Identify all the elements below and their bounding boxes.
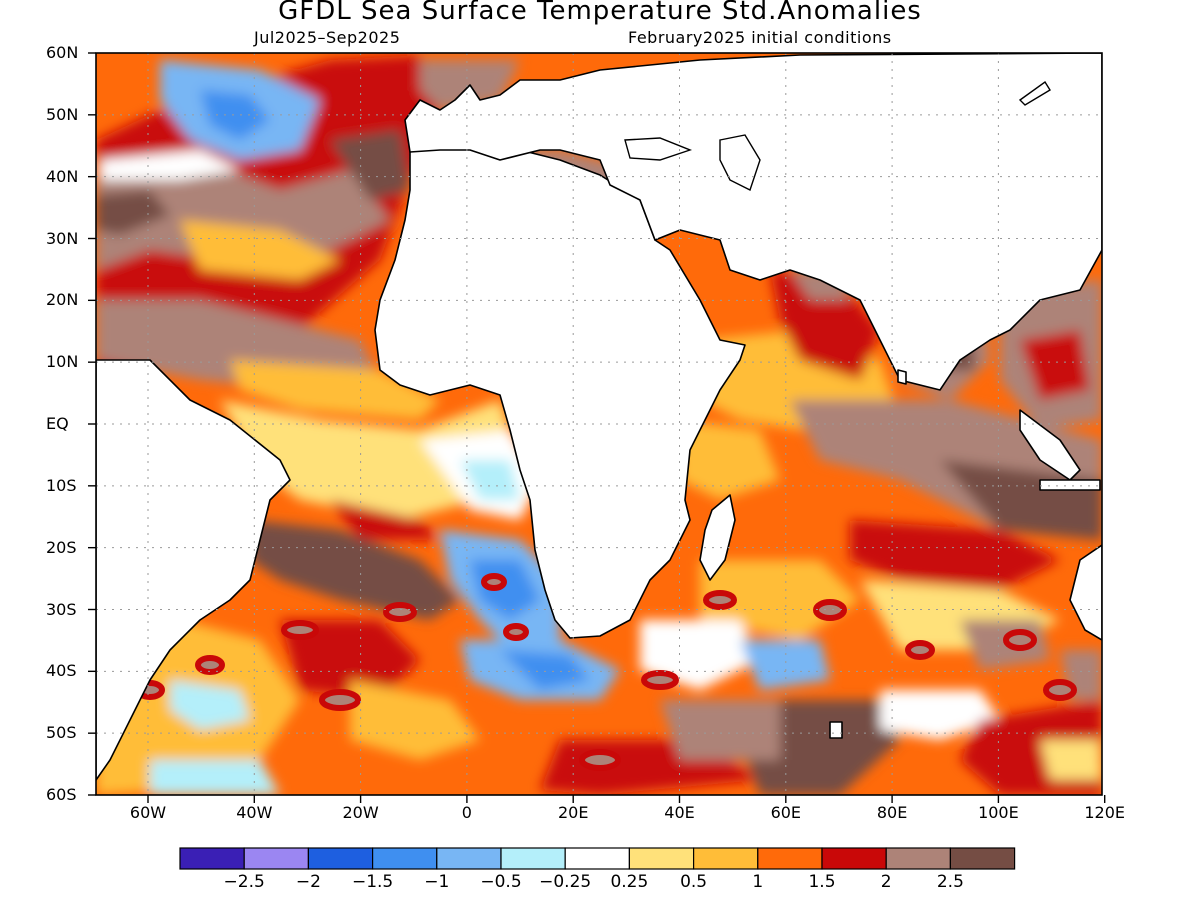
longitude-label: 60W: [129, 803, 167, 822]
latitude-label: 30N: [46, 228, 79, 248]
latitude-label: 20S: [46, 537, 77, 557]
axis-ticks: [88, 52, 1106, 803]
latitude-label: 40N: [46, 166, 79, 186]
colorbar-swatch: [500, 847, 566, 870]
longitude-label: 20W: [342, 803, 379, 822]
map-title: GFDL Sea Surface Temperature Std.Anomali…: [278, 0, 922, 26]
latitude-label: 60S: [46, 785, 77, 804]
colorbar-label: −0.5: [480, 872, 522, 892]
colorbar-swatch: [821, 847, 887, 870]
colorbar-label: −2.5: [223, 872, 265, 892]
colorbar-swatch: [564, 847, 631, 870]
colorbar-swatch: [628, 847, 695, 870]
forecast-period: Jul2025–Sep2025: [254, 28, 401, 47]
colorbar-swatch: [307, 847, 374, 870]
latitude-label: 30S: [46, 599, 77, 619]
colorbar-swatch: [436, 847, 502, 870]
longitude-label: 40W: [236, 803, 273, 822]
latitude-label: 10S: [46, 475, 77, 495]
colorbar-label: −0.25: [539, 872, 592, 892]
longitude-label: 40E: [664, 803, 695, 822]
colorbar-label: 2: [880, 872, 892, 892]
colorbar-label: −2: [295, 872, 321, 892]
colorbar-label: −1.5: [351, 872, 394, 892]
colorbar-label: 1: [752, 872, 764, 892]
colorbar-label: 0.25: [610, 872, 649, 892]
colorbar-label: 0.5: [680, 872, 708, 892]
colorbar-label: 1.5: [808, 872, 836, 892]
colorbar-swatch: [757, 847, 823, 870]
colorbar-swatch: [949, 847, 1016, 870]
land-masses: [96, 53, 1102, 781]
latitude-label: 60N: [46, 43, 79, 62]
latitude-label: 10N: [46, 352, 79, 372]
latitude-label: 50N: [46, 104, 79, 124]
latitude-label: 40S: [46, 661, 77, 681]
colorbar-swatch: [372, 847, 438, 870]
longitude-label: 100E: [978, 803, 1019, 822]
colorbar-label: −1: [424, 872, 450, 892]
colorbar-swatch: [179, 847, 245, 870]
longitude-label: 120E: [1084, 803, 1126, 822]
colorbar-swatch: [243, 847, 309, 870]
longitude-label: 60E: [770, 803, 802, 822]
longitude-label: 0: [461, 803, 472, 822]
latitude-label: 20N: [46, 290, 79, 310]
longitude-label: 80E: [876, 803, 908, 822]
ocean-field: [96, 53, 1102, 795]
longitude-label: 20E: [557, 803, 589, 822]
colorbar-swatch: [692, 847, 759, 870]
latitude-label: EQ: [46, 414, 69, 433]
latitude-label: 50S: [46, 723, 77, 743]
initial-conditions: February2025 initial conditions: [628, 28, 892, 47]
colorbar-label: 2.5: [936, 872, 964, 892]
colorbar-swatch: [885, 847, 952, 870]
colorbar: [179, 847, 1016, 870]
